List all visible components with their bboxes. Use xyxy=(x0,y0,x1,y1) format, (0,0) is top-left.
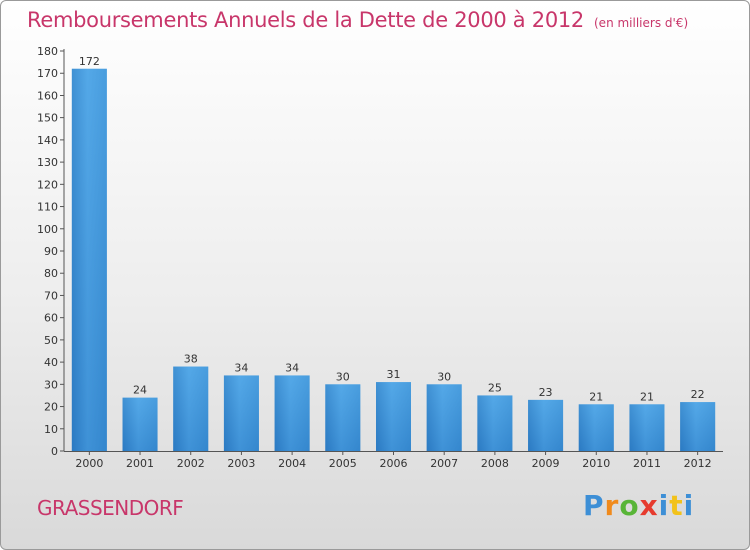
x-tick-label: 2003 xyxy=(227,457,255,470)
y-tick-label: 110 xyxy=(37,201,58,214)
chart-axes: 0 10 20 30 40 50 60 70 80 90 100 110 120 130 140 150 160… xyxy=(37,45,723,458)
bar-2011 xyxy=(629,404,665,451)
bar-2010 xyxy=(578,404,614,451)
bar-2008 xyxy=(477,395,513,451)
data-label: 34 xyxy=(285,361,299,374)
bar-shade xyxy=(477,395,513,451)
y-tick-label: 70 xyxy=(44,289,58,302)
bar-shade xyxy=(629,404,665,451)
bar-2004 xyxy=(274,375,310,451)
x-tick-label: 2006 xyxy=(380,457,408,470)
chart-title: Remboursements Annuels de la Dette de 20… xyxy=(27,8,688,32)
y-tick-label: 10 xyxy=(44,423,58,436)
bar-2012 xyxy=(680,402,716,451)
x-tick-label: 2000 xyxy=(75,457,103,470)
y-tick-label: 150 xyxy=(37,112,58,125)
data-label: 31 xyxy=(387,368,401,381)
x-tick-label: 2008 xyxy=(481,457,509,470)
x-tick-label: 2002 xyxy=(177,457,205,470)
bar-2001 xyxy=(122,397,158,451)
chart-labels: 2000 172 2001 24 2002 38 2003 34 2004 34 2005 30 200… xyxy=(75,55,711,470)
y-tick-label: 140 xyxy=(37,134,58,147)
y-tick-label: 0 xyxy=(51,445,58,458)
logo-letter: P xyxy=(583,489,605,522)
bar-shade xyxy=(173,366,209,451)
y-tick-label: 40 xyxy=(44,356,58,369)
x-tick-label: 2012 xyxy=(684,457,712,470)
bar-2002 xyxy=(173,366,209,451)
bar-shade xyxy=(274,375,310,451)
data-label: 21 xyxy=(640,390,654,403)
x-tick-label: 2001 xyxy=(126,457,154,470)
bar-shade xyxy=(325,384,361,451)
y-tick-label: 180 xyxy=(37,45,58,58)
bar-2009 xyxy=(528,399,564,451)
chart-title-text: Remboursements Annuels de la Dette de 20… xyxy=(27,8,584,32)
logo-letter: t xyxy=(669,489,684,522)
bar-2003 xyxy=(223,375,259,451)
proxiti-logo: Proxiti xyxy=(583,489,694,522)
data-label: 22 xyxy=(691,388,705,401)
bar-shade xyxy=(376,382,411,451)
logo-letter: x xyxy=(639,489,659,522)
x-tick-label: 2011 xyxy=(633,457,661,470)
bar-shade xyxy=(122,397,158,451)
bar-2005 xyxy=(325,384,361,451)
y-tick-label: 160 xyxy=(37,89,58,102)
bar-shade xyxy=(680,402,716,451)
y-tick-label: 30 xyxy=(44,378,58,391)
data-label: 21 xyxy=(589,390,603,403)
y-tick-label: 90 xyxy=(44,245,58,258)
y-tick-label: 80 xyxy=(44,267,58,280)
bar-shade xyxy=(71,68,107,452)
y-tick-label: 100 xyxy=(37,223,58,236)
logo-letter: i xyxy=(658,489,670,522)
bar-shade xyxy=(223,375,259,451)
x-tick-label: 2009 xyxy=(532,457,560,470)
bar-shade xyxy=(578,404,614,451)
data-label: 172 xyxy=(79,55,100,68)
logo-letter: r xyxy=(604,489,620,522)
x-tick-label: 2010 xyxy=(582,457,610,470)
commune-name: GRASSENDORF xyxy=(37,496,184,520)
data-label: 24 xyxy=(133,384,147,397)
data-label: 23 xyxy=(539,386,553,399)
x-tick-label: 2007 xyxy=(430,457,458,470)
y-tick-label: 120 xyxy=(37,178,58,191)
y-tick-label: 60 xyxy=(44,312,58,325)
bar-shade xyxy=(426,384,462,451)
data-label: 25 xyxy=(488,381,502,394)
bar-2000 xyxy=(71,68,107,452)
y-tick-label: 130 xyxy=(37,156,58,169)
data-label: 38 xyxy=(184,353,198,366)
chart-subtitle: (en milliers d'€) xyxy=(594,16,689,30)
bar-2006 xyxy=(376,382,411,451)
logo-letter: o xyxy=(619,489,640,522)
chart-bars xyxy=(71,68,716,452)
bar-shade xyxy=(528,399,564,451)
logo-letter: i xyxy=(683,489,695,522)
data-label: 30 xyxy=(336,370,350,383)
x-tick-label: 2005 xyxy=(329,457,357,470)
y-tick-label: 170 xyxy=(37,67,58,80)
bar-2007 xyxy=(426,384,462,451)
data-label: 30 xyxy=(437,370,451,383)
data-label: 34 xyxy=(234,361,248,374)
y-tick-label: 20 xyxy=(44,401,58,414)
y-tick-label: 50 xyxy=(44,334,58,347)
x-tick-label: 2004 xyxy=(278,457,306,470)
